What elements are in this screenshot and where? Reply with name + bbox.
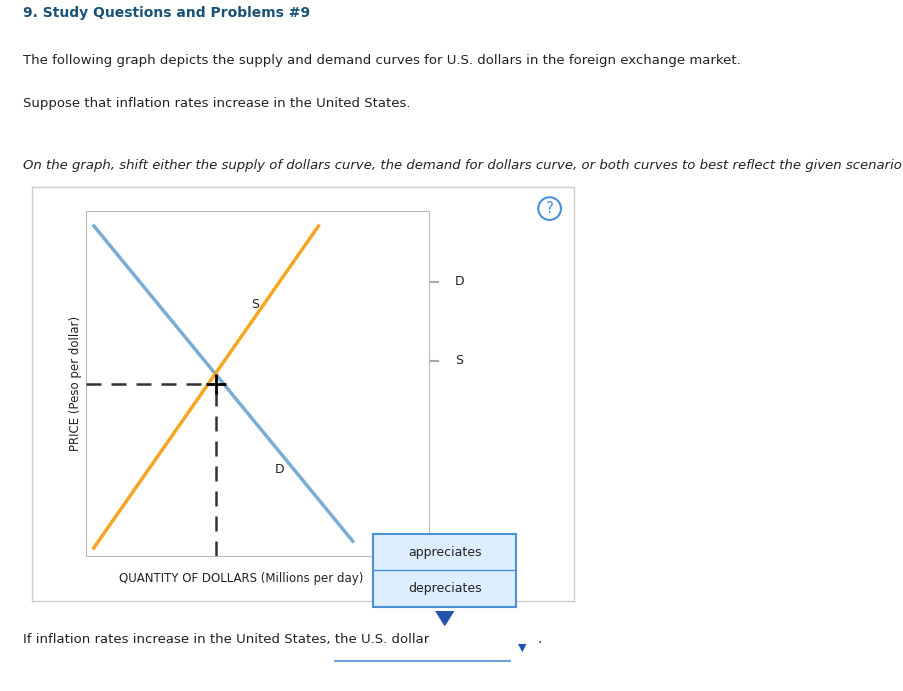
Text: The following graph depicts the supply and demand curves for U.S. dollars in the: The following graph depicts the supply a… [23,54,740,67]
Text: S: S [454,354,462,367]
Text: depreciates: depreciates [407,582,481,595]
Text: On the graph, shift either the supply of dollars curve, the demand for dollars c: On the graph, shift either the supply of… [23,159,903,171]
Text: D: D [275,464,284,476]
Text: .: . [537,632,542,646]
Polygon shape [435,611,453,625]
Text: ▼: ▼ [517,643,526,652]
Text: appreciates: appreciates [407,546,481,559]
Text: QUANTITY OF DOLLARS (Millions per day): QUANTITY OF DOLLARS (Millions per day) [119,572,363,585]
Text: 9. Study Questions and Problems #9: 9. Study Questions and Problems #9 [23,6,310,20]
Text: ?: ? [545,201,553,216]
Text: Suppose that inflation rates increase in the United States.: Suppose that inflation rates increase in… [23,97,410,110]
Y-axis label: PRICE (Peso per dollar): PRICE (Peso per dollar) [69,316,81,451]
Text: D: D [454,276,464,288]
Text: S: S [250,298,258,310]
Text: If inflation rates increase in the United States, the U.S. dollar: If inflation rates increase in the Unite… [23,633,428,646]
